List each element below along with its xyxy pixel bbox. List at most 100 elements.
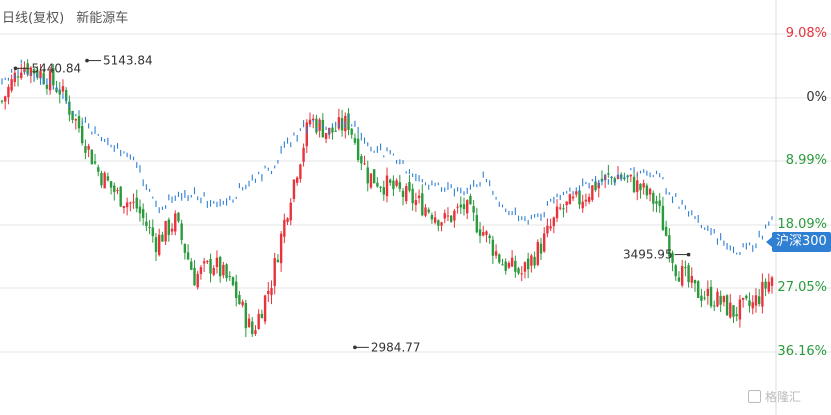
candle-body	[90, 149, 94, 165]
stock-candles	[0, 59, 774, 338]
candle-body	[16, 76, 20, 78]
candle-body	[523, 262, 527, 272]
candle-body	[379, 186, 382, 188]
candle-body	[109, 181, 113, 188]
candle-body	[639, 184, 642, 191]
candle-body	[228, 276, 231, 278]
candle-body	[517, 268, 520, 274]
candle-body	[286, 218, 289, 223]
candle-body	[498, 254, 501, 263]
candle-body	[469, 196, 472, 205]
candle-body	[414, 200, 418, 205]
candle-body	[174, 213, 177, 232]
candle-body	[732, 305, 735, 317]
candle-body	[607, 173, 610, 175]
candle-body	[369, 173, 373, 188]
stock-name: 新能源车	[76, 11, 129, 26]
candle-body	[158, 234, 161, 255]
candle-body	[716, 291, 719, 307]
candle-body	[453, 210, 456, 221]
candle-body	[148, 226, 151, 228]
candle-body	[645, 185, 649, 196]
candle-body	[247, 318, 251, 328]
candle-body	[151, 227, 154, 237]
candle-body	[97, 167, 100, 172]
candle-body	[584, 199, 588, 202]
candle-body	[754, 295, 758, 306]
candle-body	[684, 267, 687, 269]
annotation-dot	[353, 345, 357, 350]
candle-body	[575, 191, 578, 195]
candle-body	[193, 267, 196, 286]
candle-body	[562, 208, 565, 210]
candle-body	[491, 239, 495, 256]
candle-body	[77, 115, 81, 129]
candle-body	[106, 176, 110, 181]
candle-body	[122, 206, 126, 209]
candle-body	[478, 229, 482, 236]
candle-body	[164, 221, 167, 242]
candle-body	[764, 281, 767, 289]
candle-body	[270, 288, 273, 296]
candle-body	[145, 221, 148, 227]
candle-body	[664, 226, 668, 236]
candle-body	[424, 207, 427, 216]
candle-body	[475, 215, 479, 233]
candle-body	[119, 186, 122, 207]
candle-body	[565, 201, 568, 206]
candle-body	[466, 200, 469, 214]
candle-body	[337, 117, 341, 129]
candle-body	[738, 299, 742, 320]
candle-body	[501, 264, 504, 266]
candle-body	[722, 296, 726, 303]
candle-body	[45, 84, 49, 89]
candle-body	[23, 67, 26, 73]
candle-body	[318, 119, 321, 131]
candle-body	[315, 118, 318, 133]
candle-body	[494, 251, 498, 256]
candle-body	[526, 258, 530, 270]
candle-body	[363, 163, 366, 165]
candle-body	[129, 202, 132, 204]
candle-body	[674, 265, 677, 277]
candle-body	[199, 267, 203, 274]
candle-body	[4, 96, 7, 102]
period-label[interactable]: 日线(复权)	[2, 11, 65, 26]
candle-body	[10, 79, 13, 91]
candle-body	[71, 110, 74, 120]
candle-body	[180, 223, 183, 240]
candle-body	[273, 258, 276, 286]
candle-body	[552, 217, 556, 227]
candle-body	[241, 301, 244, 306]
benchmark-tag[interactable]: 沪深300	[766, 232, 831, 252]
candle-body	[26, 63, 29, 75]
candle-body	[257, 313, 260, 329]
candle-body	[449, 215, 453, 222]
candle-body	[64, 90, 68, 101]
candle-body	[536, 241, 539, 265]
candle-body	[161, 234, 164, 242]
chart-header: 日线(复权) 新能源车	[2, 7, 136, 26]
watermark: 格隆汇	[748, 388, 801, 405]
candle-body	[591, 185, 594, 200]
candle-body	[729, 302, 732, 318]
candle-body	[68, 101, 71, 115]
candle-body	[52, 68, 55, 86]
candle-body	[209, 259, 212, 274]
candle-body	[735, 314, 738, 317]
candle-body	[93, 161, 97, 164]
candle-body	[462, 204, 466, 210]
candle-body	[549, 226, 552, 229]
candle-body	[206, 260, 209, 263]
candle-body	[263, 295, 267, 322]
candle-body	[543, 233, 546, 252]
watermark-logo-icon	[748, 390, 761, 403]
candle-body	[559, 207, 562, 209]
candle-body	[254, 330, 257, 334]
candle-body	[514, 260, 517, 272]
annotation-label: 5143.84	[103, 54, 153, 68]
candle-body	[360, 156, 363, 164]
candle-body	[20, 72, 23, 79]
candle-body	[212, 268, 215, 275]
